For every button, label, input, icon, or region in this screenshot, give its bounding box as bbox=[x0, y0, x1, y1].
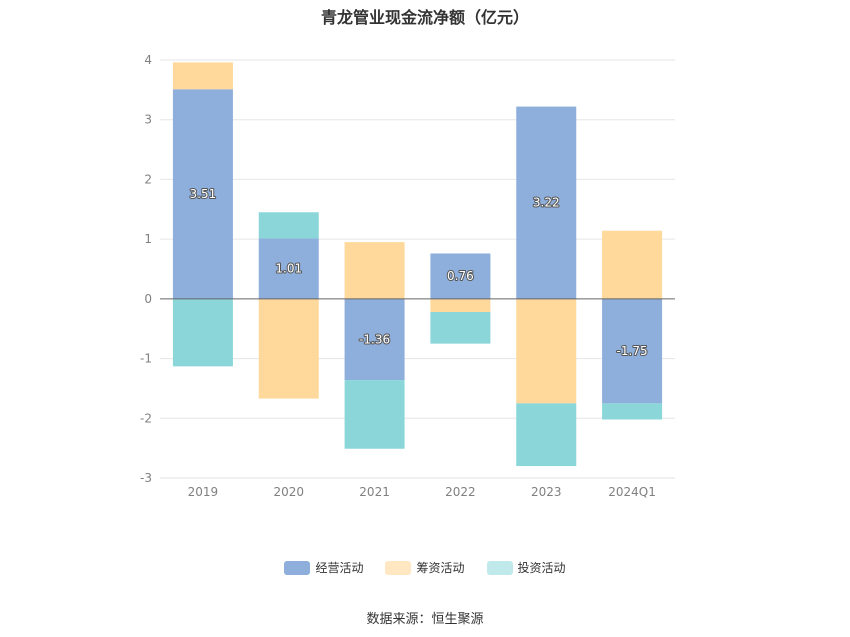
legend-item-investing[interactable]: 投资活动 bbox=[486, 559, 566, 576]
bar-operating-2021[interactable] bbox=[344, 298, 405, 381]
bar-financing-2023[interactable] bbox=[516, 298, 577, 404]
chart-legend: 经营活动 筹资活动 投资活动 bbox=[0, 559, 850, 576]
y-tick-label: 3 bbox=[144, 113, 152, 127]
data-label-2024Q1: -1.75 bbox=[617, 344, 648, 358]
x-tick-label: 2024Q1 bbox=[608, 485, 656, 499]
bar-operating-2024Q1[interactable] bbox=[602, 298, 663, 404]
legend-label-operating: 经营活动 bbox=[315, 561, 364, 575]
y-tick-label: 4 bbox=[144, 53, 152, 67]
bar-investing-2023[interactable] bbox=[516, 403, 577, 467]
x-tick-label: 2022 bbox=[445, 485, 476, 499]
y-tick-label: -1 bbox=[140, 352, 152, 366]
bar-operating-2023[interactable] bbox=[516, 106, 577, 299]
legend-swatch-financing bbox=[385, 560, 412, 575]
legend-swatch-operating bbox=[284, 560, 311, 575]
legend-swatch-investing bbox=[486, 560, 513, 575]
legend-label-financing: 筹资活动 bbox=[416, 561, 465, 575]
x-tick-label: 2021 bbox=[359, 485, 390, 499]
bar-investing-2024Q1[interactable] bbox=[602, 403, 663, 420]
legend-item-financing[interactable]: 筹资活动 bbox=[385, 559, 465, 576]
bar-financing-2022[interactable] bbox=[430, 298, 491, 312]
data-label-2021: -1.36 bbox=[359, 332, 390, 346]
y-tick-label: 2 bbox=[144, 172, 152, 186]
data-label-2020: 1.01 bbox=[275, 262, 302, 276]
y-tick-label: -2 bbox=[140, 411, 152, 425]
data-label-2023: 3.22 bbox=[533, 196, 560, 210]
data-label-2022: 0.76 bbox=[447, 269, 474, 283]
legend-label-investing: 投资活动 bbox=[517, 561, 566, 575]
bar-investing-2021[interactable] bbox=[344, 380, 405, 449]
bar-financing-2019[interactable] bbox=[172, 62, 233, 90]
bar-investing-2019[interactable] bbox=[172, 298, 233, 367]
chart-title: 青龙管业现金流净额（亿元） bbox=[320, 8, 529, 27]
bar-financing-2020[interactable] bbox=[258, 298, 319, 399]
bar-investing-2020[interactable] bbox=[258, 212, 319, 239]
bar-financing-2021[interactable] bbox=[344, 242, 405, 299]
bar-financing-2024Q1[interactable] bbox=[602, 230, 663, 299]
data-label-2019: 3.51 bbox=[190, 187, 217, 201]
y-tick-label: 0 bbox=[144, 292, 152, 306]
bar-operating-2019[interactable] bbox=[172, 89, 233, 299]
bar-investing-2022[interactable] bbox=[430, 311, 491, 344]
y-tick-label: 1 bbox=[144, 232, 152, 246]
data-source: 数据来源：恒生聚源 bbox=[366, 612, 484, 627]
legend-item-operating[interactable]: 经营活动 bbox=[284, 559, 363, 576]
x-tick-label: 2019 bbox=[188, 485, 219, 499]
y-tick-label: -3 bbox=[140, 471, 152, 485]
chart-plot: 3.51 1.01 -1.36 0.76 3.22 -1.75 4 3 2 1 0 -1 -2 -3 20… bbox=[140, 53, 675, 499]
x-tick-label: 2020 bbox=[273, 485, 304, 499]
bar-operating-2022[interactable] bbox=[430, 253, 491, 299]
x-tick-label: 2023 bbox=[531, 485, 562, 499]
bar-operating-2020[interactable] bbox=[258, 238, 319, 299]
